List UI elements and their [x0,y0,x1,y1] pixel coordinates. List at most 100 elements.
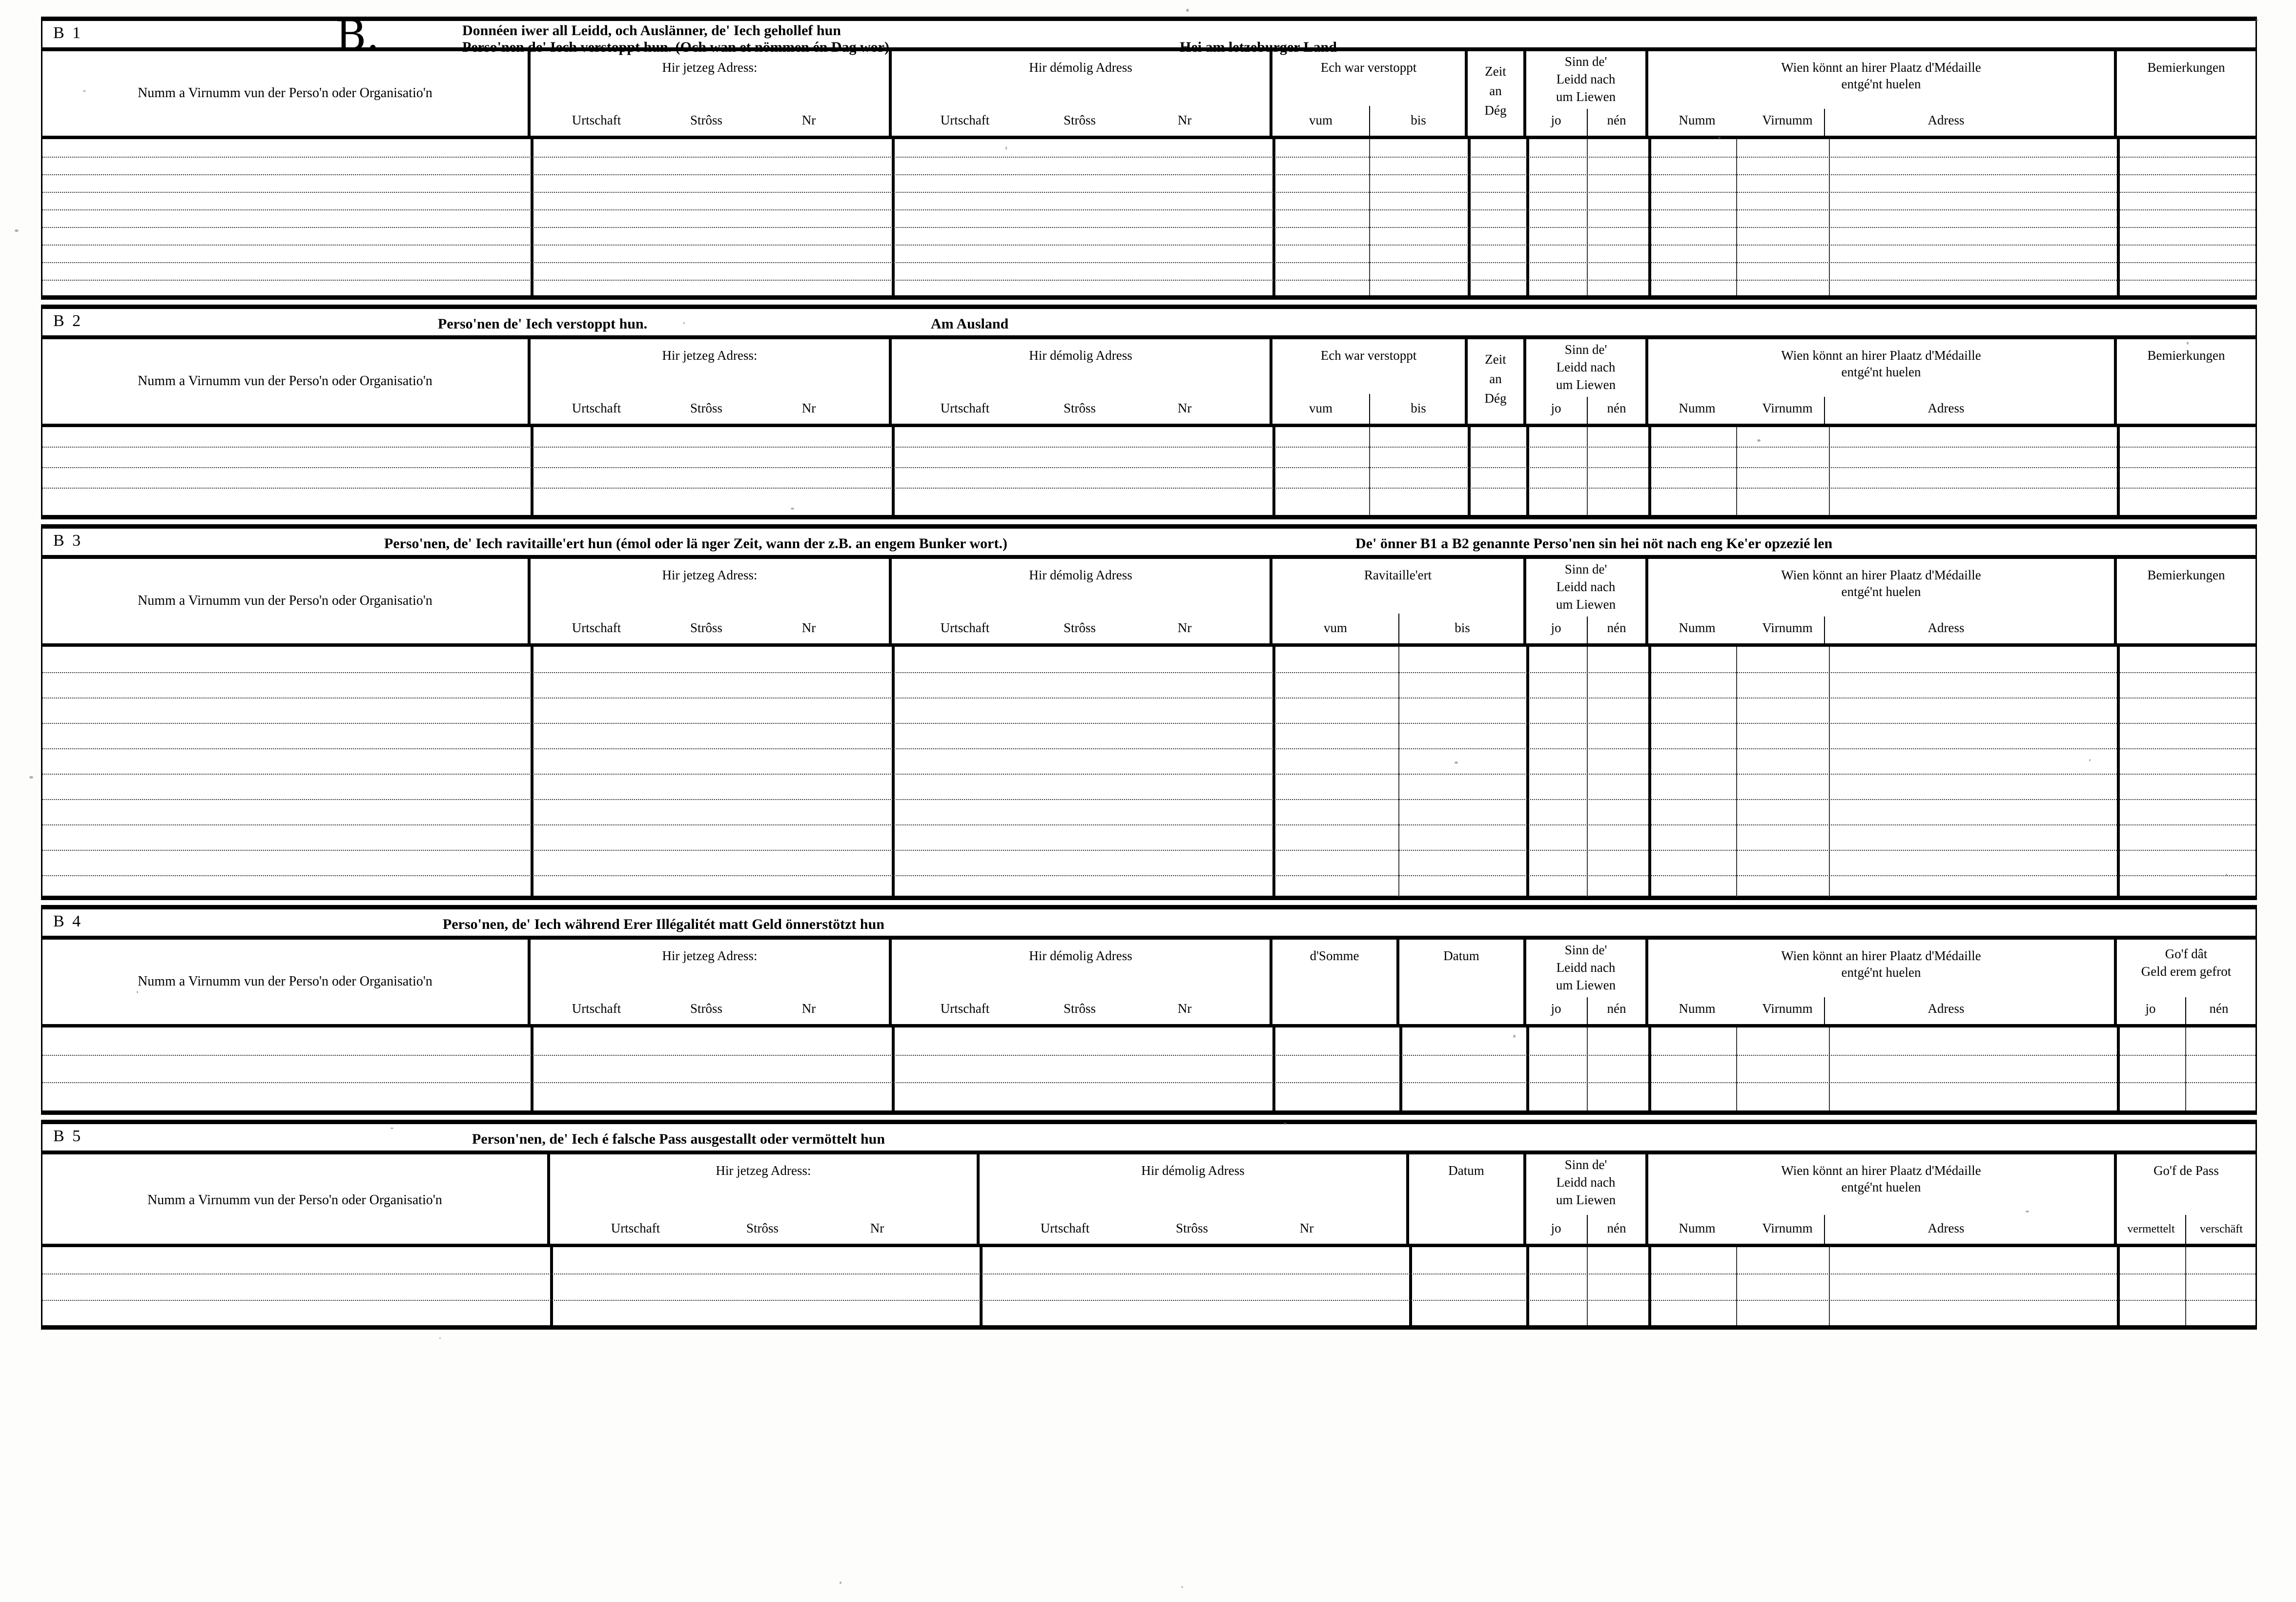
scanned-form-page: B 1 B. Donnéen iwer all Leidd, och Auslä… [0,0,2296,1602]
section-b2-header: Numm a Virnumm vun der Perso'n oder Orga… [42,339,2255,427]
header-somme-label: d'Somme [1272,948,1396,964]
header-hidden-period: Ech war verstoppt vum bis [1272,339,1468,424]
header-remarks: Bemierkungen [2117,339,2255,424]
header-still-alive-line3: um Liewen [1526,89,1645,104]
header-still-alive: Sinn de' Leidd nach um Liewen jo nén [1526,559,1648,643]
header-verschaft: verschäft [2187,1223,2255,1236]
header-name-label: Numm a Virnumm vun der Perso'n oder Orga… [42,85,528,101]
header-money-returned-line1: Go'f dât [2117,946,2255,962]
divider-jo-nen [1587,616,1588,643]
header-address-former: Hir démolig Adress Urtschaft Strôss Nr [892,339,1272,424]
section-b5: B 5 Person'nen, de' Iech é falsche Pass … [41,1120,2257,1330]
section-b1: B 1 B. Donnéen iwer all Leidd, och Auslä… [41,17,2257,300]
section-b3-id: B 3 [53,532,82,550]
scan-speck [439,1337,441,1339]
header-remarks-label: Bemierkungen [2117,568,2255,583]
header-still-alive-line1: Sinn de' [1526,54,1645,69]
scan-speck [2187,342,2189,345]
section-b2-rows[interactable] [42,427,2255,515]
scan-speck [1455,761,1458,764]
header-medal-line2: entgé'nt huelen [1648,77,2114,92]
header-still-alive-line1: Sinn de' [1526,562,1645,577]
header-name: Numm a Virnumm vun der Perso'n oder Orga… [42,51,531,136]
scan-speck [1186,9,1189,12]
header-numm: Numm [1653,1221,1741,1236]
header-address-former-label: Hir démolig Adress [892,568,1270,583]
header-medal-line2: entgé'nt huelen [1648,365,2114,380]
header-nr: Nr [760,1001,858,1016]
header-jo: jo [1529,401,1583,416]
header-address-now-label: Hir jetzeg Adress: [531,348,889,363]
header-name-label: Numm a Virnumm vun der Perso'n oder Orga… [42,373,528,389]
section-b3-rows[interactable] [42,647,2255,897]
header-nen: nén [1590,1221,1643,1236]
section-b1-title-line1: Donnéen iwer all Leidd, och Auslänner, d… [462,22,841,39]
header-medal-recipient: Wien könnt an hirer Plaatz d'Médaille en… [1648,940,2117,1024]
header-zeit-an-deg: Zeit an Dég [1468,51,1526,136]
divider-vermettelt-verschaft [2185,1215,2186,1244]
header-virnumm: Virnumm [1741,620,1834,636]
divider-jo-nen-money [2185,997,2186,1024]
header-still-alive-line2: Leidd nach [1526,579,1645,595]
header-hidden-period: Ech war verstoppt vum bis [1272,51,1468,136]
scan-speck [29,776,33,779]
header-datum: Datum [1409,1154,1526,1244]
header-medal-line1: Wien könnt an hirer Plaatz d'Médaille [1648,60,2114,75]
header-medal-recipient: Wien könnt an hirer Plaatz d'Médaille en… [1648,1154,2117,1244]
section-b4-header: Numm a Virnumm vun der Perso'n oder Orga… [42,940,2255,1027]
header-virnumm: Virnumm [1741,113,1834,128]
header-hidden-period-label: Ech war verstoppt [1272,60,1465,75]
header-jo: jo [1529,1001,1583,1016]
header-address-former-label: Hir démolig Adress [892,948,1270,964]
scan-speck [1181,1586,1183,1588]
scan-speck [2089,759,2091,761]
header-name-label: Numm a Virnumm vun der Perso'n oder Orga… [42,1192,547,1208]
header-stross-former: Strôss [1031,1001,1128,1016]
scan-speck [840,1581,841,1584]
section-b4-rows[interactable] [42,1027,2255,1110]
header-zeit-line3: Dég [1468,103,1523,118]
section-b5-rows[interactable] [42,1247,2255,1325]
section-b5-title-line1: Person'nen, de' Iech é falsche Pass ausg… [472,1131,885,1148]
header-medal-line2: entgé'nt huelen [1648,584,2114,599]
header-urtschaft-former: Urtschaft [906,401,1024,416]
header-address-now: Hir jetzeg Adress: Urtschaft Strôss Nr [531,940,892,1024]
section-b5-header: Numm a Virnumm vun der Perso'n oder Orga… [42,1154,2255,1247]
header-zeit-line3: Dég [1468,391,1523,406]
header-nr: Nr [760,113,858,128]
section-b1-rows[interactable] [42,139,2255,295]
section-b1-title-row: B 1 B. Donnéen iwer all Leidd, och Auslä… [42,21,2255,51]
header-jo-money: jo [2120,1001,2181,1016]
header-vum: vum [1272,113,1369,128]
header-address-former-label: Hir démolig Adress [892,60,1270,75]
header-zeit-line1: Zeit [1468,352,1523,367]
header-nr-former: Nr [1253,1221,1360,1236]
section-b2-title-line1: Perso'nen de' Iech verstoppt hun. [438,316,647,332]
header-stross: Strôss [657,1001,755,1016]
header-zeit-line2: an [1468,371,1523,387]
header-zeit-line2: an [1468,83,1523,99]
header-medal-line1: Wien könnt an hirer Plaatz d'Médaille [1648,568,2114,583]
header-nr: Nr [760,620,858,636]
header-nr-former: Nr [1136,620,1233,636]
header-address-now: Hir jetzeg Adress: Urtschaft Strôss Nr [550,1154,980,1244]
header-name-label: Numm a Virnumm vun der Perso'n oder Orga… [42,593,528,609]
divider-jo-nen [1587,109,1588,136]
section-b3-title-line3: De' önner B1 a B2 genannte Perso'nen sin… [1355,535,1832,552]
header-still-alive-line3: um Liewen [1526,1192,1645,1208]
scan-speck [1513,1035,1516,1038]
header-nr: Nr [823,1221,931,1236]
section-b2-title-line3: Am Ausland [931,316,1008,332]
scan-speck [2026,1211,2029,1212]
header-zeit-an-deg: Zeit an Dég [1468,339,1526,424]
header-still-alive-line1: Sinn de' [1526,943,1645,958]
section-b3-title-row: B 3 Perso'nen, de' Iech ravitaille'ert h… [42,529,2255,559]
form-sheet: B 1 B. Donnéen iwer all Leidd, och Auslä… [41,17,2257,1582]
header-address-now-label: Hir jetzeg Adress: [550,1163,977,1178]
section-b5-id: B 5 [53,1127,82,1146]
header-medal-recipient: Wien könnt an hirer Plaatz d'Médaille en… [1648,559,2117,643]
header-remarks: Bemierkungen [2117,51,2255,136]
header-still-alive-line2: Leidd nach [1526,360,1645,375]
header-stross: Strôss [706,1221,819,1236]
header-urtschaft: Urtschaft [540,113,653,128]
